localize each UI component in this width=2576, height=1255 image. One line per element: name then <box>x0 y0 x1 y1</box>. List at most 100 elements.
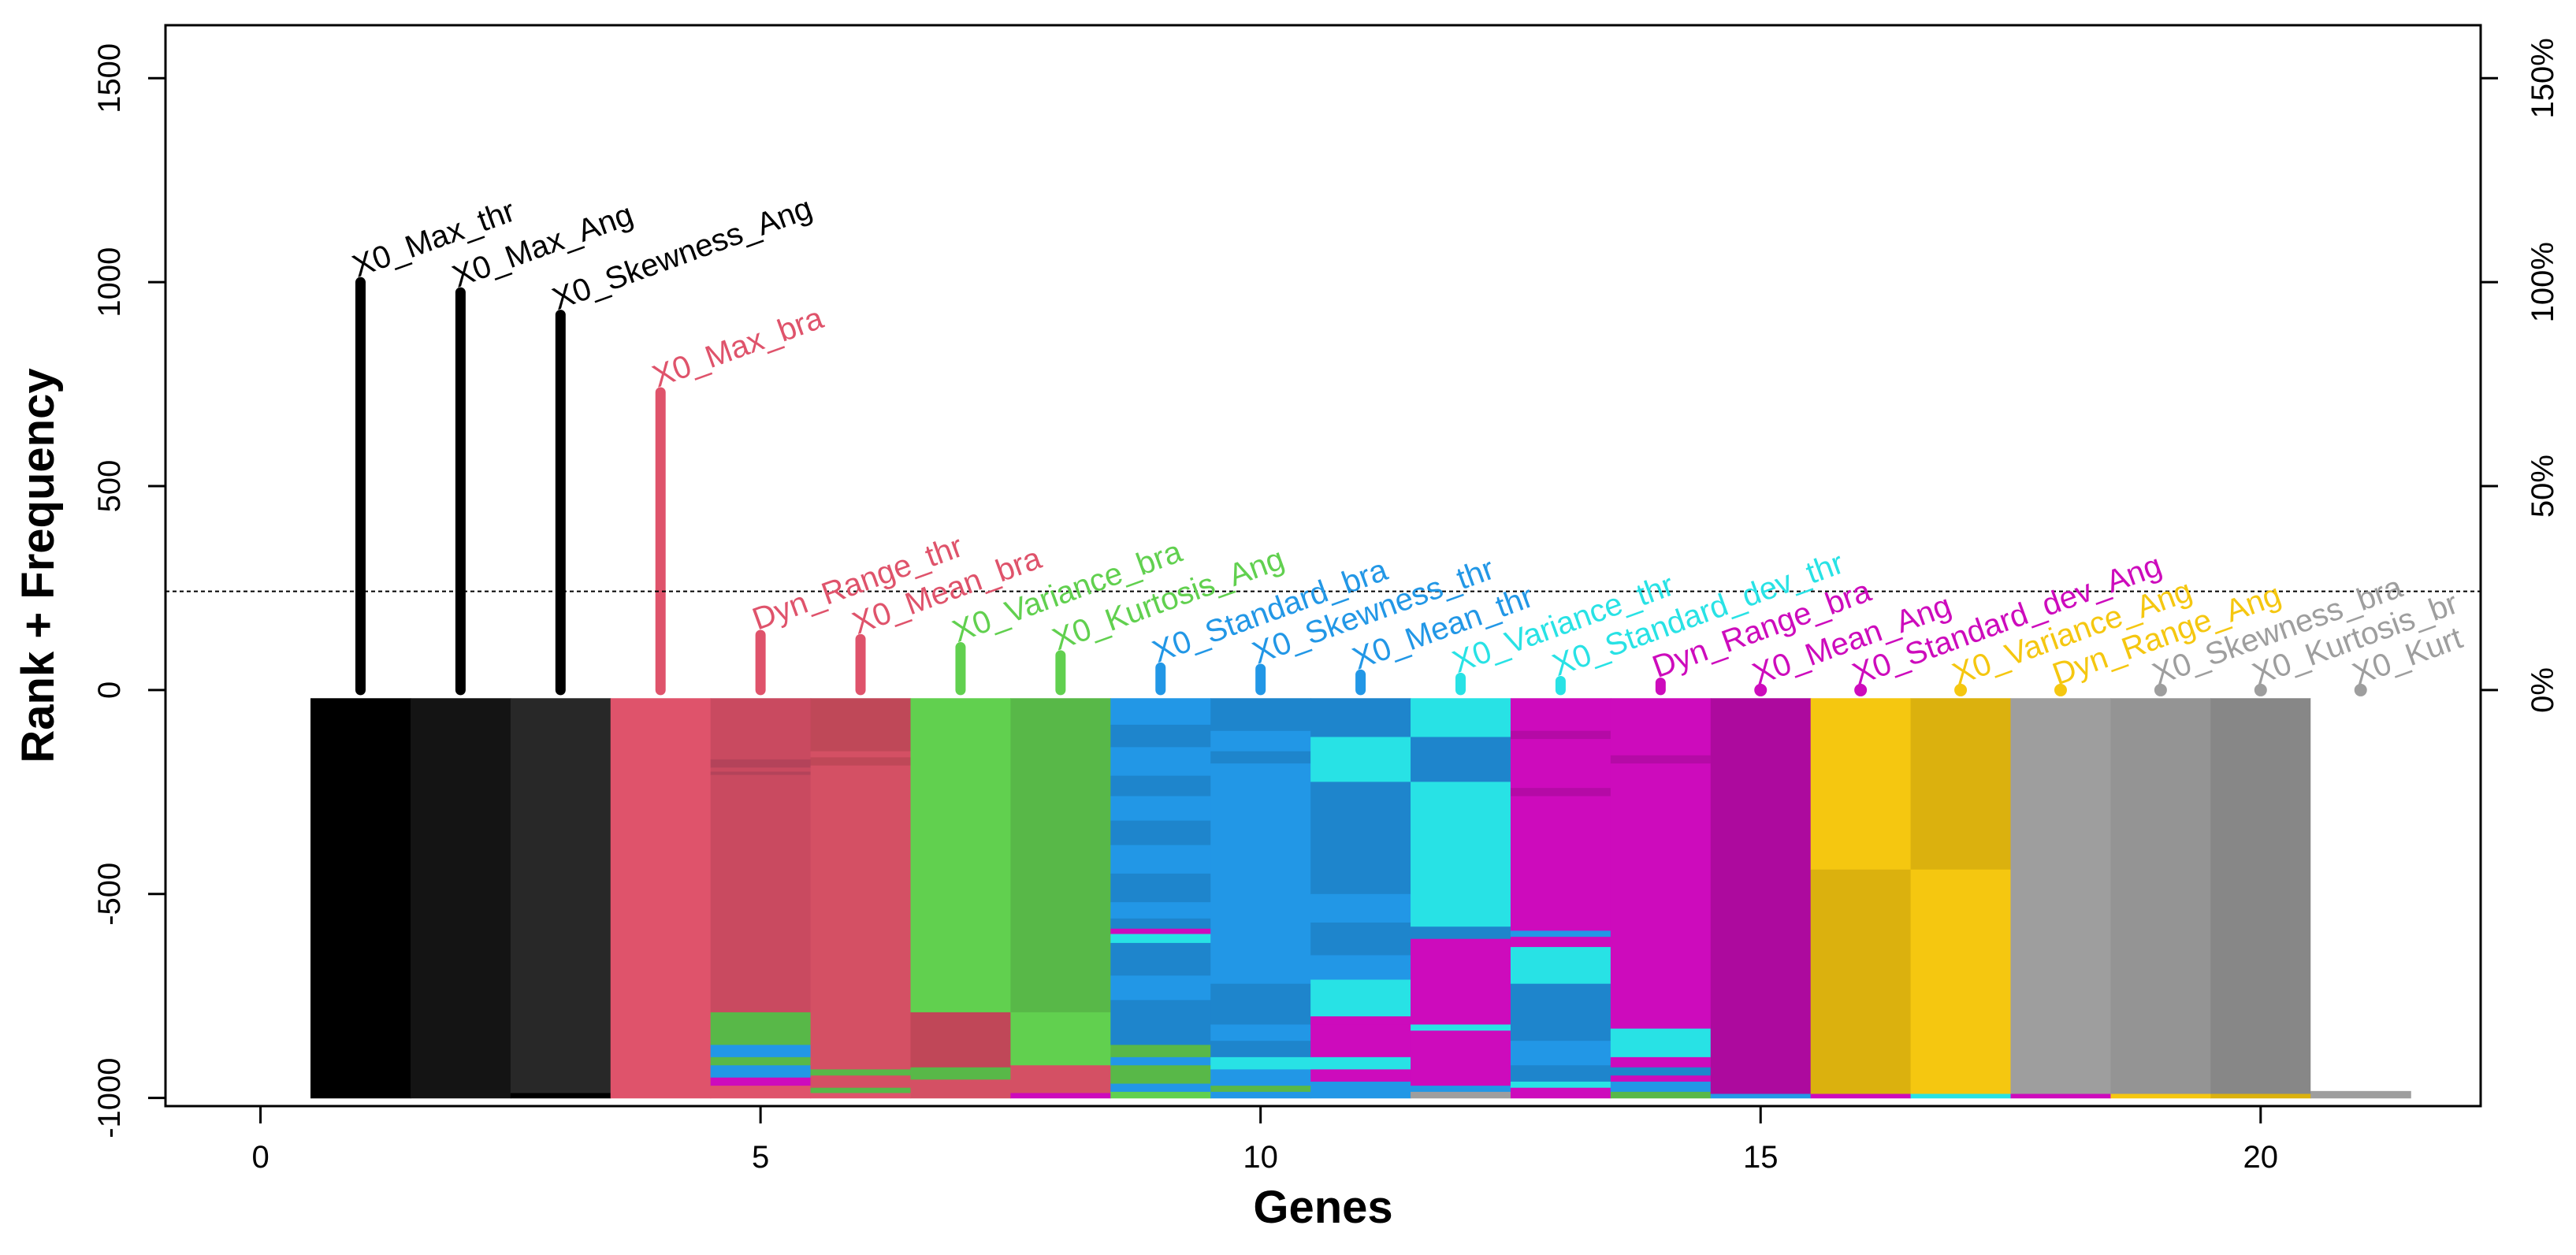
heatmap-cell <box>810 765 912 1070</box>
heatmap-cell <box>1110 942 1211 976</box>
heatmap-cell <box>1411 737 1511 782</box>
heatmap-cell <box>1910 869 2012 1095</box>
heatmap-cell <box>810 751 912 758</box>
heatmap-cell <box>1710 1093 1812 1099</box>
heatmap-cell <box>610 698 712 1099</box>
gene-point <box>1854 683 1868 696</box>
y2-tick-label: 100% <box>2526 242 2560 322</box>
heatmap-cell <box>1110 845 1211 874</box>
heatmap-cell <box>1210 698 1311 732</box>
heatmap-cell <box>1210 1024 1311 1042</box>
heatmap-cell <box>810 1093 912 1099</box>
heatmap-cell <box>1110 1000 1211 1045</box>
heatmap-cell <box>1110 1065 1211 1085</box>
heatmap-cell <box>710 759 812 768</box>
heatmap-cell <box>1610 1091 1712 1099</box>
heatmap-cell <box>1510 730 1611 740</box>
heatmap-cell <box>1510 937 1611 948</box>
heatmap-cell <box>1110 975 1211 1001</box>
x-tick-label: 10 <box>1243 1140 1278 1175</box>
heatmap-cell <box>810 1075 912 1089</box>
heatmap-cell <box>2110 698 2211 1095</box>
heatmap-cell <box>1110 934 1211 944</box>
heatmap-cell <box>2310 698 2411 1092</box>
heatmap-cell <box>1910 1093 2012 1099</box>
heatmap-cell <box>1510 1087 1611 1099</box>
heatmap-cell <box>1010 1093 1111 1099</box>
heatmap-cell <box>1110 698 1211 726</box>
heatmap-cell <box>1110 820 1211 846</box>
gene-point <box>2154 683 2167 696</box>
heatmap-cell <box>1310 737 1411 782</box>
heatmap-cell <box>1510 739 1611 789</box>
y2-tick-label: 50% <box>2526 455 2560 518</box>
x-tick-label: 0 <box>251 1140 269 1175</box>
heatmap-cell <box>1310 1081 1411 1099</box>
heatmap-cell <box>1110 1083 1211 1093</box>
heatmap-cell <box>1610 1056 1712 1068</box>
heatmap-cell <box>710 1012 812 1045</box>
heatmap-cell <box>710 698 812 760</box>
heatmap-cell <box>1310 1016 1411 1026</box>
x-axis: 0 5 10 15 20 <box>251 1106 2278 1175</box>
heatmap-cell <box>1411 926 1511 940</box>
heatmap-cell <box>1710 698 1812 1095</box>
heatmap-cell <box>2210 698 2311 1095</box>
heatmap-cell <box>1510 698 1611 732</box>
heatmap-cell <box>910 1067 1011 1080</box>
heatmap-cell <box>910 1079 1011 1099</box>
heatmap-cell <box>910 1012 1011 1068</box>
heatmap-cell <box>1411 1030 1511 1086</box>
heatmap-cell <box>710 767 812 773</box>
heatmap-cell <box>2210 1093 2311 1099</box>
heatmap-cell <box>1110 747 1211 777</box>
heatmap-cell <box>1010 698 1111 1013</box>
heatmap-cell <box>710 1056 812 1066</box>
heatmap-cell <box>1210 1041 1311 1058</box>
y2-tick-label: 0% <box>2526 667 2560 713</box>
y-tick-label: 1500 <box>92 43 127 113</box>
x-tick-label: 20 <box>2243 1140 2279 1175</box>
heatmap-cell <box>710 771 812 776</box>
y-tick-label: -500 <box>92 863 127 926</box>
heatmap-cell <box>1810 869 1912 1095</box>
heatmap-cell <box>1110 928 1211 935</box>
heatmap-cell <box>1411 1024 1511 1031</box>
heatmap-cell <box>1310 782 1411 895</box>
heatmap-cell <box>1010 1012 1111 1066</box>
heatmap-cell <box>1110 902 1211 919</box>
heatmap-cell <box>1210 751 1311 764</box>
heatmap-cell <box>1610 1081 1712 1093</box>
heatmap-cell <box>1510 983 1611 1042</box>
heatmap-cell <box>910 698 1011 1013</box>
heatmap-cell <box>710 1065 812 1079</box>
heatmap-cell <box>410 698 511 1099</box>
heatmap-cell <box>1310 955 1411 981</box>
heatmap-cell <box>1510 1081 1611 1089</box>
heatmap-cell <box>2010 698 2112 1095</box>
heatmap-cell <box>1110 873 1211 903</box>
y-tick-label: 0 <box>92 681 127 699</box>
heatmap-cell <box>1310 893 1411 923</box>
heatmap-cell <box>1210 763 1311 985</box>
x-axis-title: Genes <box>1253 1182 1392 1233</box>
heatmap-cell <box>2110 1093 2211 1099</box>
heatmap-cell <box>1510 930 1611 938</box>
heatmap-cell <box>810 1087 912 1094</box>
heatmap-cell <box>2010 1093 2112 1099</box>
heatmap-cell <box>1310 1069 1411 1082</box>
gene-point <box>2354 683 2367 696</box>
gene-labels-layer: X0_Max_thrX0_Max_AngX0_Skewness_AngX0_Ma… <box>348 191 2467 692</box>
heatmap-cell <box>2310 1090 2411 1099</box>
heatmap-cell <box>1610 1067 1712 1076</box>
heatmap-cell <box>1411 1086 1511 1093</box>
heatmap-cell <box>1110 796 1211 822</box>
y-tick-label: 500 <box>92 460 127 513</box>
gene-label: X0_Skewness_Ang <box>548 191 816 317</box>
heatmap-cell <box>1210 730 1311 752</box>
heatmap-cell <box>810 1069 912 1076</box>
gene-point <box>2254 683 2267 696</box>
heatmap-cell <box>710 1077 812 1086</box>
heatmap-cell <box>1411 782 1511 927</box>
